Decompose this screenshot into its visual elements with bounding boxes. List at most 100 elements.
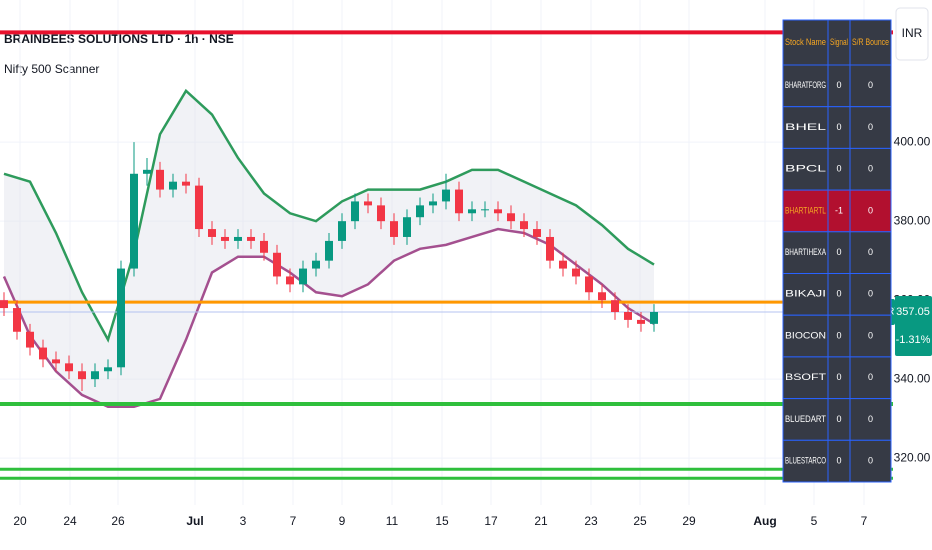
x-tick-label: 7 bbox=[290, 514, 297, 528]
table-cell bbox=[849, 398, 892, 441]
x-tick-label: 21 bbox=[534, 514, 548, 528]
header-text: Stock Name bbox=[785, 37, 826, 47]
chart-title: BRAINBEES SOLUTIONS LTD · 1h · NSE bbox=[4, 32, 234, 46]
candle-body bbox=[416, 205, 424, 218]
band-line bbox=[3, 88, 655, 343]
cell-text: BIKAJI bbox=[785, 289, 826, 299]
x-tick-label: 26 bbox=[111, 514, 125, 528]
candle-body bbox=[520, 221, 528, 230]
table-cell bbox=[782, 273, 829, 316]
header-text: S/R Bounce bbox=[852, 37, 889, 47]
x-tick-label: 9 bbox=[339, 514, 346, 528]
candle-body bbox=[117, 268, 125, 368]
cell-text: BSOFT bbox=[785, 372, 827, 382]
currency-button[interactable] bbox=[895, 7, 929, 61]
x-tick-label: 17 bbox=[484, 514, 498, 528]
candle-body bbox=[143, 169, 151, 174]
cell-text: BHARTIHEXA bbox=[785, 247, 826, 257]
cell-text: 0 bbox=[868, 164, 873, 174]
candle-body bbox=[598, 292, 606, 301]
cell-text: BLUEDART bbox=[785, 414, 826, 424]
chart-subtitle: Nifty 500 Scanner bbox=[4, 62, 99, 76]
cell-text: 0 bbox=[868, 205, 873, 215]
table-cell bbox=[849, 439, 892, 483]
cell-text: 0 bbox=[868, 247, 873, 257]
cell-text: 0 bbox=[868, 456, 873, 466]
candle-body bbox=[104, 367, 112, 372]
change-label: -1.31% bbox=[896, 334, 931, 346]
currency-label[interactable]: INR bbox=[902, 26, 923, 40]
candle-body bbox=[390, 221, 398, 237]
x-tick-label: 24 bbox=[63, 514, 77, 528]
cell-text: 0 bbox=[836, 289, 841, 299]
cell-text: BHEL bbox=[785, 122, 826, 132]
candle-body bbox=[338, 221, 346, 241]
candle-body bbox=[624, 312, 632, 320]
cell-text: 0 bbox=[836, 330, 841, 340]
candle-body bbox=[156, 169, 164, 190]
scanner-table: Stock Name Signal S/R Bounce BHARATFORG 0 0 BH… bbox=[782, 19, 892, 483]
cell-text: 0 bbox=[836, 414, 841, 424]
candle-body bbox=[260, 240, 268, 253]
table-cell bbox=[849, 189, 892, 233]
candle-body bbox=[247, 236, 255, 241]
candle-body bbox=[403, 217, 411, 237]
cell-text: 0 bbox=[836, 80, 841, 90]
price-label-box bbox=[895, 296, 932, 356]
cell-text: 0 bbox=[868, 372, 873, 382]
table-cell bbox=[782, 231, 829, 275]
candle-body bbox=[13, 308, 21, 332]
cell-text: 0 bbox=[868, 289, 873, 299]
candle-body bbox=[169, 181, 177, 190]
x-tick-label: 7 bbox=[861, 514, 868, 528]
x-tick-label: 25 bbox=[633, 514, 647, 528]
cell-text: -1 bbox=[835, 205, 843, 215]
table-cell bbox=[849, 273, 892, 316]
candle-body bbox=[39, 347, 47, 360]
candle-body bbox=[221, 236, 229, 241]
cell-text: 0 bbox=[836, 164, 841, 174]
x-tick-label: 29 bbox=[682, 514, 696, 528]
table-cell bbox=[849, 356, 892, 400]
cell-text: BHARATFORG bbox=[785, 80, 826, 90]
y-tick-label: 320.00 bbox=[894, 450, 931, 464]
cell-text: 0 bbox=[836, 456, 841, 466]
candle-body bbox=[481, 209, 489, 211]
candle-body bbox=[286, 276, 294, 285]
band-line bbox=[2, 227, 655, 409]
price-label: 357.05 bbox=[896, 306, 930, 318]
cell-text: 0 bbox=[868, 330, 873, 340]
candle-body bbox=[559, 260, 567, 269]
candle-body bbox=[494, 209, 502, 214]
x-tick-label: 20 bbox=[13, 514, 27, 528]
x-tick-label: Jul bbox=[186, 514, 203, 528]
candle-body bbox=[52, 359, 60, 364]
table-cell bbox=[782, 356, 829, 400]
candle-body bbox=[637, 319, 645, 324]
candle-body bbox=[78, 371, 86, 380]
header-cell bbox=[782, 19, 829, 66]
candle-body bbox=[468, 209, 476, 214]
y-tick-label: 400.00 bbox=[894, 134, 931, 148]
table-cell bbox=[782, 64, 829, 108]
header-text: Signal bbox=[830, 37, 848, 47]
candle-body bbox=[533, 229, 541, 237]
candle-body bbox=[325, 240, 333, 261]
candle-body bbox=[234, 236, 242, 241]
cell-text: 0 bbox=[868, 414, 873, 424]
candle-body bbox=[65, 363, 73, 372]
cell-text: 0 bbox=[836, 122, 841, 132]
cell-text: BPCL bbox=[785, 164, 826, 174]
candle-body bbox=[273, 252, 281, 277]
candle-body bbox=[26, 331, 34, 348]
candle-body bbox=[0, 300, 8, 309]
y-tick-label: 340.00 bbox=[894, 371, 931, 385]
candle-body bbox=[546, 236, 554, 261]
table-cell bbox=[849, 106, 892, 149]
table-cell bbox=[849, 64, 892, 108]
candle-body bbox=[572, 268, 580, 277]
y-tick-label: 380.00 bbox=[894, 213, 931, 227]
x-tick-label: 3 bbox=[240, 514, 247, 528]
x-tick-label: 15 bbox=[435, 514, 449, 528]
